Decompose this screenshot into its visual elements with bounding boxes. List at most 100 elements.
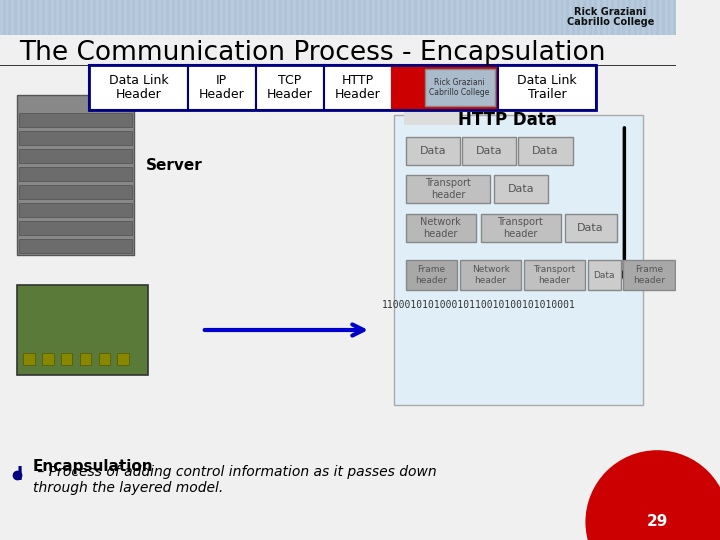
FancyBboxPatch shape bbox=[659, 0, 662, 35]
FancyBboxPatch shape bbox=[256, 65, 324, 110]
Text: Transport
header: Transport header bbox=[534, 265, 575, 285]
FancyBboxPatch shape bbox=[304, 0, 307, 35]
Text: l: l bbox=[17, 466, 23, 484]
FancyBboxPatch shape bbox=[648, 0, 651, 35]
FancyBboxPatch shape bbox=[462, 137, 516, 165]
FancyBboxPatch shape bbox=[425, 69, 495, 106]
FancyBboxPatch shape bbox=[608, 0, 611, 35]
Text: HTTP
Header: HTTP Header bbox=[335, 73, 381, 102]
FancyBboxPatch shape bbox=[107, 0, 110, 35]
FancyBboxPatch shape bbox=[62, 0, 65, 35]
FancyBboxPatch shape bbox=[460, 260, 521, 290]
FancyBboxPatch shape bbox=[586, 0, 589, 35]
Text: Frame
header: Frame header bbox=[415, 265, 447, 285]
Text: Server: Server bbox=[145, 158, 202, 172]
Text: Data: Data bbox=[593, 271, 615, 280]
FancyBboxPatch shape bbox=[102, 0, 104, 35]
FancyBboxPatch shape bbox=[479, 0, 482, 35]
Text: Cabrillo College: Cabrillo College bbox=[429, 88, 490, 97]
FancyBboxPatch shape bbox=[490, 0, 493, 35]
Circle shape bbox=[424, 69, 439, 85]
FancyBboxPatch shape bbox=[180, 0, 183, 35]
FancyBboxPatch shape bbox=[50, 0, 53, 35]
FancyBboxPatch shape bbox=[79, 0, 81, 35]
FancyBboxPatch shape bbox=[12, 0, 14, 35]
Text: Data Link
Trailer: Data Link Trailer bbox=[517, 73, 577, 102]
FancyBboxPatch shape bbox=[518, 0, 521, 35]
FancyBboxPatch shape bbox=[135, 0, 138, 35]
FancyBboxPatch shape bbox=[188, 65, 256, 110]
FancyBboxPatch shape bbox=[124, 0, 127, 35]
FancyBboxPatch shape bbox=[130, 0, 132, 35]
FancyBboxPatch shape bbox=[614, 0, 617, 35]
FancyBboxPatch shape bbox=[265, 0, 268, 35]
FancyBboxPatch shape bbox=[99, 353, 110, 365]
FancyBboxPatch shape bbox=[558, 0, 560, 35]
FancyBboxPatch shape bbox=[0, 0, 676, 35]
FancyBboxPatch shape bbox=[40, 0, 42, 35]
FancyBboxPatch shape bbox=[588, 260, 621, 290]
FancyBboxPatch shape bbox=[496, 0, 498, 35]
FancyBboxPatch shape bbox=[22, 0, 25, 35]
FancyBboxPatch shape bbox=[580, 0, 583, 35]
FancyBboxPatch shape bbox=[535, 0, 538, 35]
FancyBboxPatch shape bbox=[383, 0, 386, 35]
FancyBboxPatch shape bbox=[597, 0, 600, 35]
FancyBboxPatch shape bbox=[6, 0, 9, 35]
FancyBboxPatch shape bbox=[518, 137, 572, 165]
Text: The Communication Process - Encapsulation: The Communication Process - Encapsulatio… bbox=[19, 40, 606, 66]
FancyBboxPatch shape bbox=[552, 0, 555, 35]
Text: Data: Data bbox=[420, 146, 446, 156]
FancyBboxPatch shape bbox=[17, 95, 134, 255]
FancyBboxPatch shape bbox=[529, 0, 532, 35]
FancyBboxPatch shape bbox=[19, 221, 132, 235]
FancyBboxPatch shape bbox=[333, 0, 336, 35]
FancyBboxPatch shape bbox=[287, 0, 290, 35]
FancyBboxPatch shape bbox=[389, 0, 392, 35]
FancyBboxPatch shape bbox=[405, 175, 490, 203]
FancyBboxPatch shape bbox=[197, 0, 200, 35]
FancyBboxPatch shape bbox=[636, 0, 639, 35]
FancyBboxPatch shape bbox=[214, 0, 217, 35]
FancyBboxPatch shape bbox=[17, 285, 148, 375]
FancyBboxPatch shape bbox=[481, 214, 560, 242]
Text: Data: Data bbox=[425, 80, 465, 95]
FancyBboxPatch shape bbox=[439, 0, 442, 35]
FancyBboxPatch shape bbox=[19, 149, 132, 163]
FancyBboxPatch shape bbox=[203, 0, 206, 35]
FancyBboxPatch shape bbox=[310, 0, 312, 35]
FancyBboxPatch shape bbox=[141, 0, 144, 35]
FancyBboxPatch shape bbox=[498, 65, 596, 110]
FancyBboxPatch shape bbox=[68, 0, 71, 35]
Text: Rick Graziani: Rick Graziani bbox=[434, 78, 485, 87]
FancyBboxPatch shape bbox=[56, 0, 59, 35]
FancyBboxPatch shape bbox=[546, 0, 549, 35]
FancyBboxPatch shape bbox=[208, 0, 211, 35]
FancyBboxPatch shape bbox=[624, 260, 675, 290]
FancyBboxPatch shape bbox=[451, 0, 454, 35]
FancyBboxPatch shape bbox=[456, 0, 459, 35]
FancyBboxPatch shape bbox=[392, 65, 498, 110]
FancyBboxPatch shape bbox=[271, 0, 273, 35]
FancyBboxPatch shape bbox=[220, 0, 222, 35]
FancyBboxPatch shape bbox=[569, 0, 572, 35]
FancyBboxPatch shape bbox=[642, 0, 645, 35]
FancyBboxPatch shape bbox=[377, 0, 380, 35]
FancyBboxPatch shape bbox=[417, 0, 420, 35]
FancyBboxPatch shape bbox=[462, 0, 464, 35]
FancyBboxPatch shape bbox=[19, 113, 132, 127]
FancyBboxPatch shape bbox=[404, 65, 460, 125]
FancyBboxPatch shape bbox=[338, 0, 341, 35]
FancyBboxPatch shape bbox=[146, 0, 149, 35]
Text: Rick Graziani: Rick Graziani bbox=[574, 7, 647, 17]
Text: Network
header: Network header bbox=[472, 265, 510, 285]
FancyBboxPatch shape bbox=[282, 0, 284, 35]
FancyBboxPatch shape bbox=[524, 260, 585, 290]
FancyBboxPatch shape bbox=[327, 0, 330, 35]
Text: Network
header: Network header bbox=[420, 217, 461, 239]
FancyBboxPatch shape bbox=[654, 0, 657, 35]
FancyBboxPatch shape bbox=[90, 0, 93, 35]
FancyBboxPatch shape bbox=[445, 0, 448, 35]
FancyBboxPatch shape bbox=[299, 0, 302, 35]
FancyBboxPatch shape bbox=[501, 0, 504, 35]
